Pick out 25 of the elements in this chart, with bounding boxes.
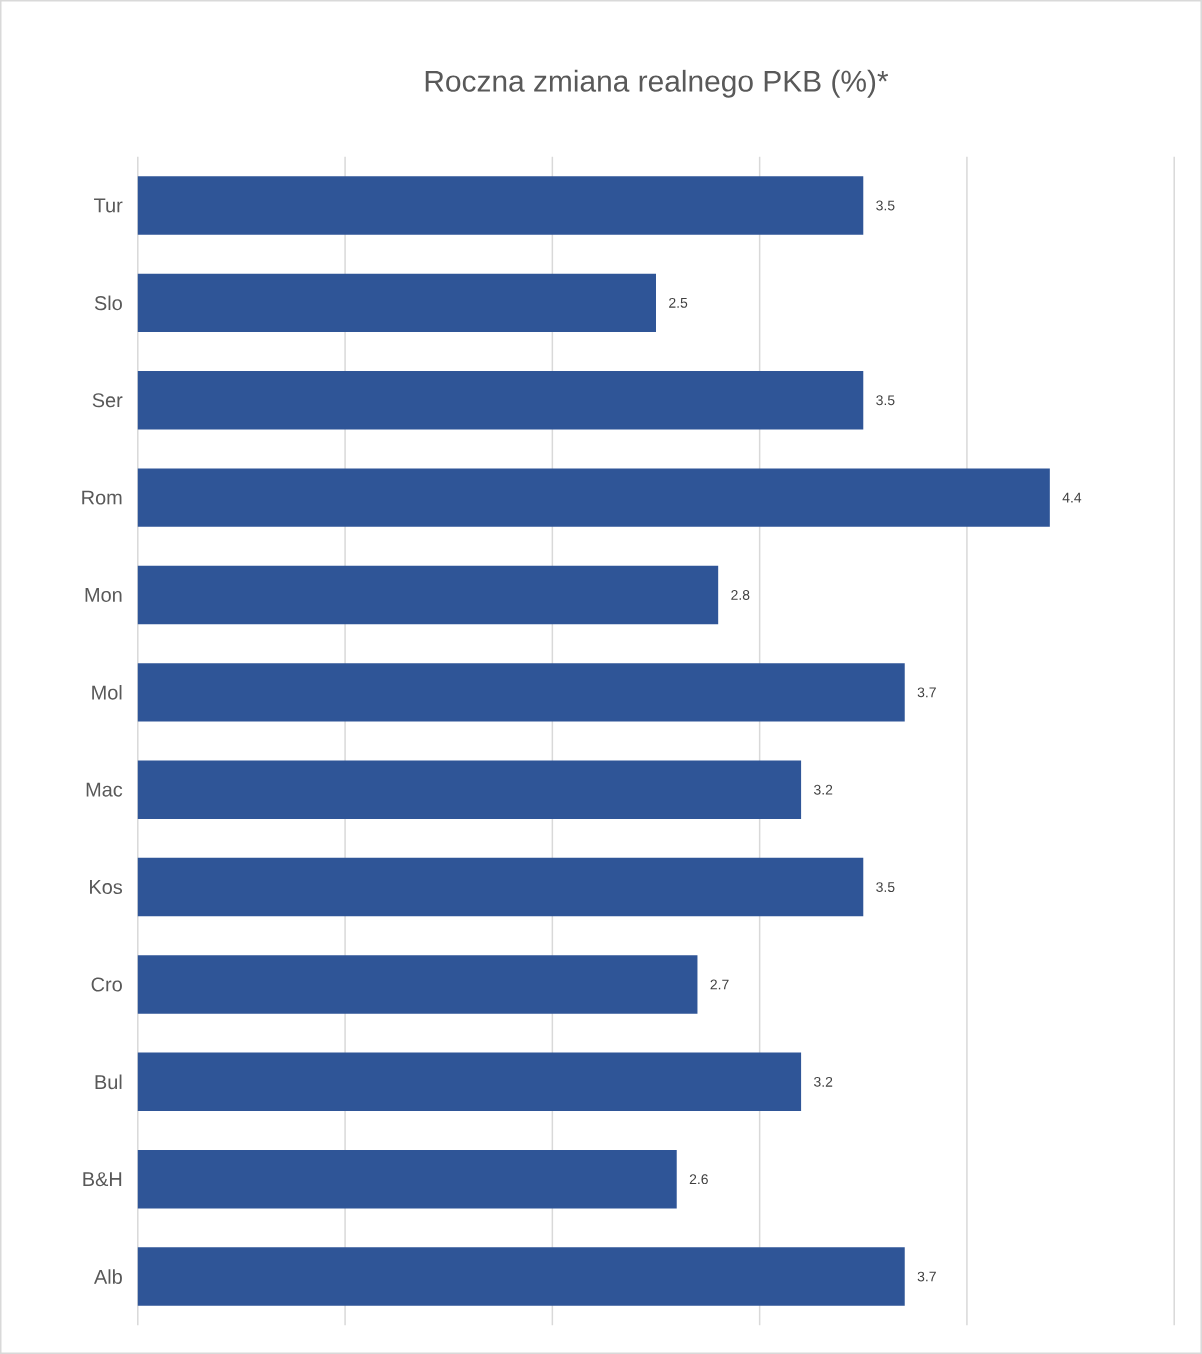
chart-title: Roczna zmiana realnego PKB (%)* <box>425 69 889 98</box>
bar <box>137 176 864 235</box>
y-tick-label: B&H <box>83 1172 122 1187</box>
y-tick-label: Rom <box>82 490 122 505</box>
bar <box>137 565 719 625</box>
bar <box>137 1149 677 1209</box>
bar <box>137 857 864 917</box>
bar <box>137 1052 802 1112</box>
y-tick-label: Slo <box>94 295 122 311</box>
y-tick-label: Kos <box>90 880 123 895</box>
bar <box>137 955 698 1014</box>
bar <box>137 760 802 819</box>
y-tick-label: Mac <box>86 782 123 797</box>
y-tick-label: Tur <box>94 198 123 213</box>
y-tick-label: Alb <box>94 1269 122 1284</box>
bar <box>137 663 905 722</box>
y-tick-label: Bul <box>95 1074 122 1090</box>
y-tick-label: Ser <box>92 393 123 408</box>
bar <box>137 1247 905 1306</box>
bar <box>137 371 864 430</box>
bar <box>137 273 657 333</box>
y-tick-label: Mon <box>85 588 122 602</box>
y-tick-label: Cro <box>91 977 122 992</box>
y-tick-label: Mol <box>92 685 122 700</box>
bar <box>137 468 1050 527</box>
